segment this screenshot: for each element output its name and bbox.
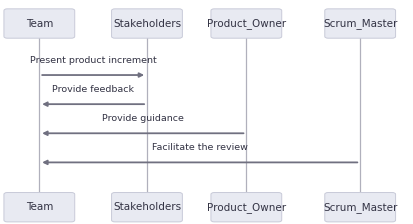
Text: Product_Owner: Product_Owner — [206, 18, 285, 29]
Text: Team: Team — [26, 19, 53, 28]
Text: Provide feedback: Provide feedback — [52, 85, 134, 94]
FancyBboxPatch shape — [210, 9, 281, 38]
Text: Scrum_Master: Scrum_Master — [322, 18, 396, 29]
Text: Scrum_Master: Scrum_Master — [322, 202, 396, 213]
FancyBboxPatch shape — [4, 192, 74, 222]
FancyBboxPatch shape — [111, 9, 182, 38]
FancyBboxPatch shape — [324, 9, 395, 38]
Text: Stakeholders: Stakeholders — [113, 19, 180, 28]
Text: Team: Team — [26, 202, 53, 212]
Text: Stakeholders: Stakeholders — [113, 202, 180, 212]
Text: Facilitate the review: Facilitate the review — [152, 143, 247, 152]
FancyBboxPatch shape — [111, 192, 182, 222]
FancyBboxPatch shape — [324, 192, 395, 222]
Text: Product_Owner: Product_Owner — [206, 202, 285, 213]
Text: Provide guidance: Provide guidance — [102, 114, 183, 123]
Text: Present product increment: Present product increment — [30, 56, 156, 65]
FancyBboxPatch shape — [4, 9, 74, 38]
FancyBboxPatch shape — [210, 192, 281, 222]
